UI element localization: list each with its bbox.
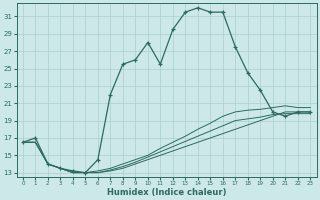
X-axis label: Humidex (Indice chaleur): Humidex (Indice chaleur)	[107, 188, 226, 197]
